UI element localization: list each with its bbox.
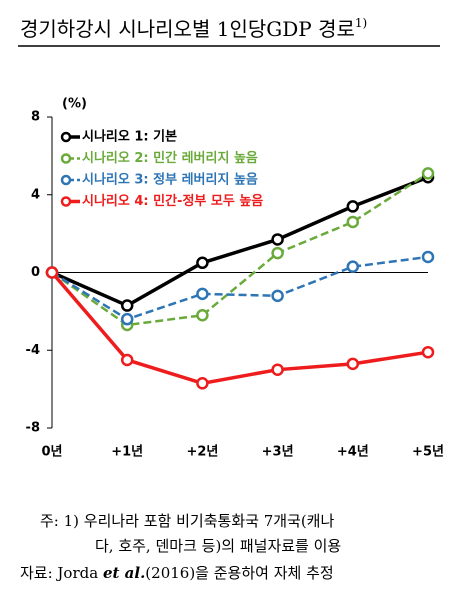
- point: [271, 363, 284, 376]
- legend-label: 시나리오 2: 민간 레버리지 높음: [82, 150, 258, 166]
- series-line: [51, 175, 429, 308]
- point: [120, 312, 134, 326]
- point: [271, 233, 284, 246]
- point: [196, 377, 209, 390]
- x-tick-label: +4년: [337, 445, 369, 460]
- x-tick-label: +5년: [412, 445, 444, 460]
- legend-label: 시나리오 1: 기본: [82, 129, 177, 145]
- source-text: 자료: Jorda: [20, 564, 103, 582]
- title: 경기하강시 시나리오별 1인당GDP 경로1): [20, 16, 367, 41]
- legend-marker: [60, 196, 72, 207]
- point: [45, 266, 59, 279]
- source-italic: et al.: [103, 564, 145, 582]
- y-tick-label: 8: [31, 110, 40, 125]
- point: [120, 299, 134, 312]
- point: [421, 250, 435, 264]
- note-line: 다, 호주, 덴마크 등)의 패널자료를 이용: [95, 537, 341, 555]
- title-text: 경기하강시 시나리오별 1인당GDP 경로: [20, 17, 355, 41]
- legend-marker: [60, 131, 72, 143]
- series-line: [50, 271, 429, 386]
- point: [196, 256, 209, 270]
- legend-marker: [60, 153, 72, 164]
- legend-label: 시나리오 3: 정부 레버리지 높음: [82, 172, 258, 188]
- y-tick-label: -4: [26, 343, 40, 358]
- point: [271, 246, 284, 260]
- point: [120, 353, 134, 367]
- point: [421, 167, 435, 180]
- series-line: [51, 172, 429, 327]
- point: [346, 200, 360, 213]
- x-tick-label: +2년: [186, 445, 218, 460]
- y-tick-label: 0: [31, 265, 40, 280]
- point: [421, 345, 435, 359]
- x-tick-label: +1년: [111, 445, 143, 460]
- y-unit: (%): [62, 97, 87, 112]
- title-footnote-mark: 1): [355, 16, 367, 30]
- y-tick-label: 4: [31, 187, 40, 202]
- point: [346, 215, 360, 229]
- x-tick-label: 0년: [41, 445, 62, 460]
- point: [271, 289, 284, 303]
- legend-marker: [60, 174, 72, 186]
- point: [196, 287, 209, 301]
- series-line: [51, 255, 429, 321]
- source-text: (2016)을 준용하여 자체 추정: [145, 564, 333, 582]
- legend-label: 시나리오 4: 민간-정부 모두 높음: [82, 193, 263, 209]
- y-tick-label: -8: [26, 421, 40, 436]
- source: 자료: Jorda et al.(2016)을 준용하여 자체 추정: [20, 564, 334, 582]
- point: [346, 357, 360, 371]
- point: [346, 260, 360, 273]
- x-tick-label: +3년: [262, 445, 294, 460]
- note-line: 주: 1) 우리나라 포함 비기축통화국 7개국(캐나: [40, 512, 334, 530]
- point: [196, 309, 209, 322]
